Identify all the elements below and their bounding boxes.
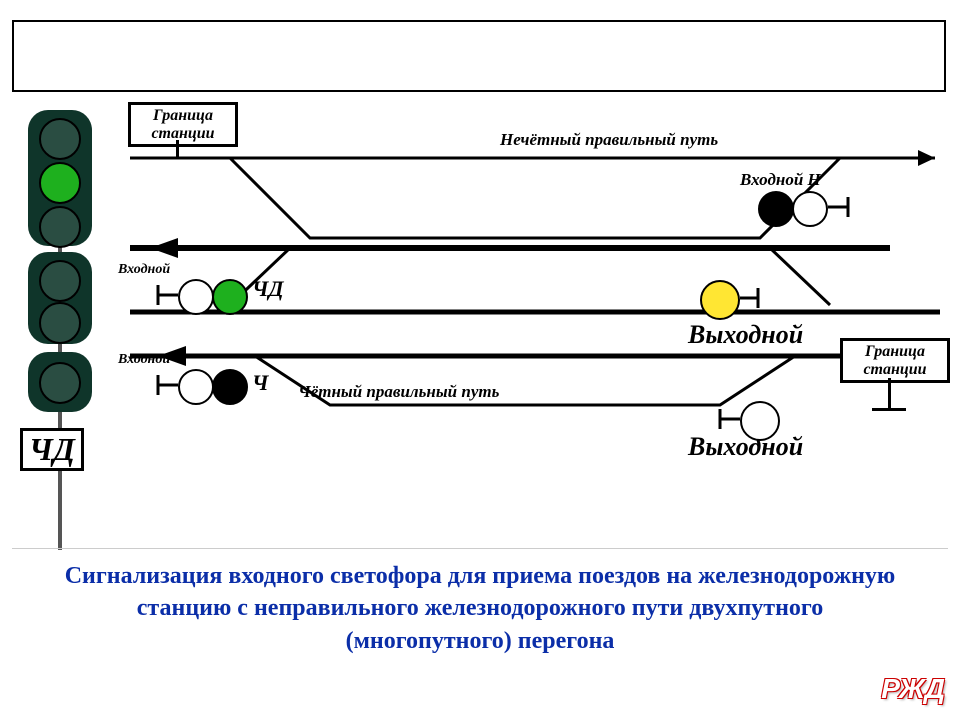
entry-ch-label: Входной (118, 352, 170, 368)
caption-l3: (многопутного) перегона (346, 628, 615, 654)
main-signal-label: ЧД (20, 428, 84, 471)
h-entry-lens-black (758, 191, 794, 227)
lens-2-green (39, 162, 81, 204)
exit2-label: Выходной (688, 432, 803, 462)
boundary-right-pole (888, 378, 891, 408)
chd-entry-lens-white (178, 279, 214, 315)
exit-white-lens (740, 401, 780, 441)
caption: Сигнализация входного светофора для прие… (20, 560, 940, 657)
boundary-right-l1: Граница (865, 343, 925, 360)
lens-3 (39, 206, 81, 248)
boundary-left-pole (176, 140, 179, 158)
exit1-label: Выходной (688, 320, 803, 350)
ch-entry-lens-black (212, 369, 248, 405)
diagram: ЧД Граница станции Граница станции Нечёт… (0, 80, 960, 540)
even-track-label: Чётный правильный путь (298, 382, 499, 402)
boundary-left-sign: Граница станции (128, 102, 238, 147)
boundary-right-sign: Граница станции (840, 338, 950, 383)
separator (12, 548, 948, 549)
caption-l1: Сигнализация входного светофора для прие… (65, 563, 896, 589)
lens-5 (39, 302, 81, 344)
boundary-left-l2: станции (151, 125, 214, 142)
lens-6 (39, 362, 81, 404)
boundary-right-foot (872, 408, 906, 411)
boundary-right-l2: станции (863, 361, 926, 378)
h-entry-lens-white (792, 191, 828, 227)
entry-h-label: Входной Н (740, 170, 821, 190)
ch-label: Ч (252, 370, 268, 396)
chd-label: ЧД (252, 276, 284, 302)
rzd-logo: РЖД (881, 673, 945, 705)
boundary-left-l1: Граница (153, 107, 213, 124)
entry-chd-label: Входной (118, 262, 170, 278)
exit-yellow-lens (700, 280, 740, 320)
chd-entry-lens-green (212, 279, 248, 315)
track-svg (0, 80, 960, 540)
ch-entry-lens-white (178, 369, 214, 405)
caption-l2: станцию с неправильного железнодорожного… (137, 595, 823, 621)
odd-track-label: Нечётный правильный путь (500, 130, 718, 150)
lens-1 (39, 118, 81, 160)
lens-4 (39, 260, 81, 302)
